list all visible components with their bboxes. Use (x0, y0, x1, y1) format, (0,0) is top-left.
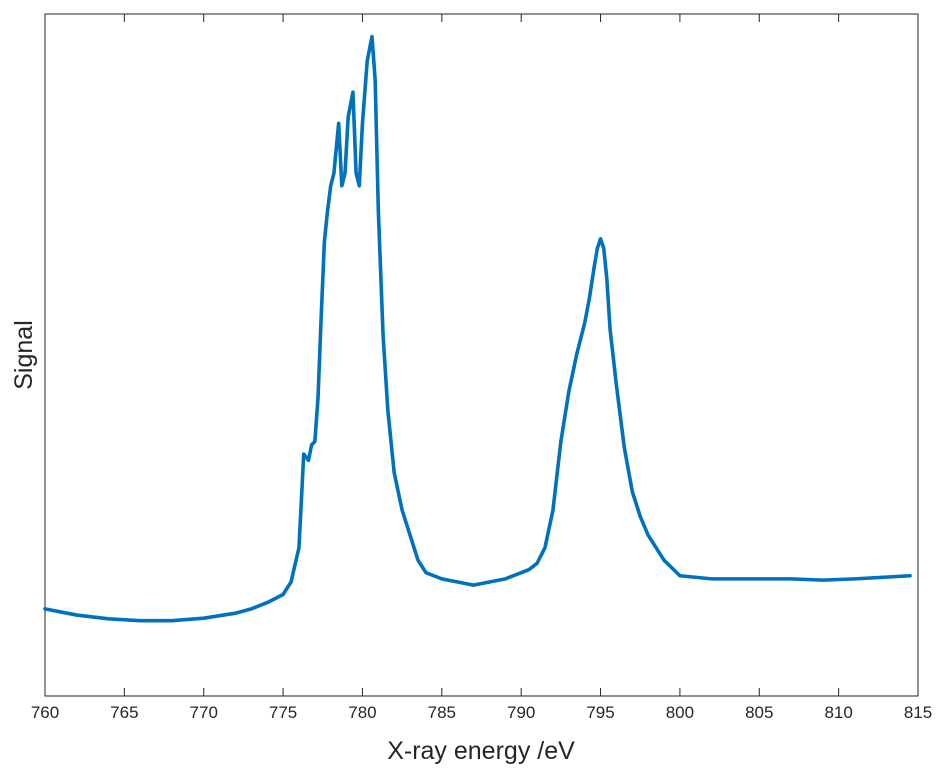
x-tick-label: 815 (904, 703, 932, 722)
plot-area (44, 13, 919, 697)
x-tick-label: 765 (110, 703, 138, 722)
x-tick-label: 760 (31, 703, 59, 722)
x-tick-label: 805 (745, 703, 773, 722)
x-tick-label: 770 (190, 703, 218, 722)
x-tick-label: 795 (586, 703, 614, 722)
x-axis-tick-labels: 760 765 770 775 780 785 790 795 800 805 810 815 (31, 703, 932, 722)
x-axis-ticks (44, 14, 919, 696)
x-tick-label: 790 (507, 703, 535, 722)
y-axis-label: Signal (10, 320, 38, 390)
series-line (43, 34, 912, 623)
x-tick-label: 800 (666, 703, 694, 722)
x-tick-label: 785 (428, 703, 456, 722)
x-tick-label: 780 (348, 703, 376, 722)
x-axis-label: X-ray energy /eV (387, 737, 575, 765)
x-tick-label: 810 (824, 703, 852, 722)
x-tick-label: 775 (269, 703, 297, 722)
